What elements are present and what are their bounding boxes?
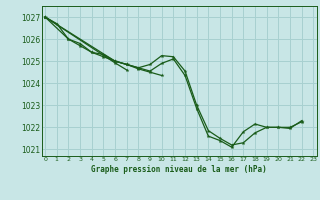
- X-axis label: Graphe pression niveau de la mer (hPa): Graphe pression niveau de la mer (hPa): [91, 165, 267, 174]
